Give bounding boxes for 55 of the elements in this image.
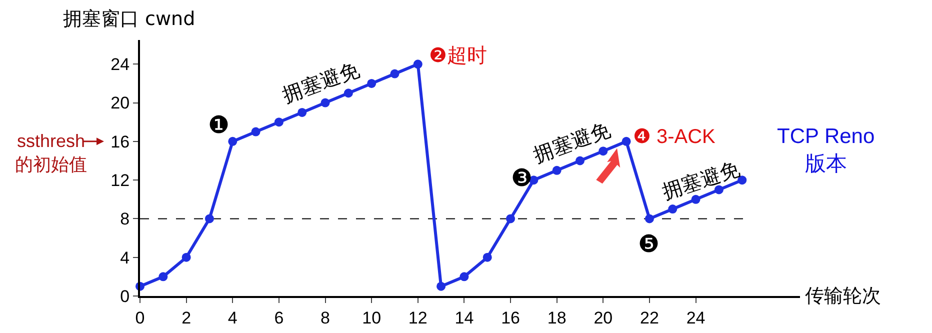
annotation: 拥塞避免 xyxy=(279,58,362,108)
annotation: 拥塞避免 xyxy=(659,157,743,204)
x-tick-label: 4 xyxy=(228,308,238,328)
annotation: ❹ 3-ACK xyxy=(633,126,716,148)
point xyxy=(691,194,700,204)
annotation: 拥塞避免 xyxy=(530,118,614,167)
point xyxy=(552,166,562,175)
x-tick-label: 10 xyxy=(362,308,382,328)
point xyxy=(182,252,191,262)
annotation: ❺ xyxy=(638,231,660,258)
x-tick-label: 0 xyxy=(135,308,145,328)
point xyxy=(668,204,678,214)
point xyxy=(298,108,307,117)
x-tick-label: 8 xyxy=(320,308,330,328)
y-tick-label: 4 xyxy=(120,248,130,268)
x-tick-label: 12 xyxy=(408,308,428,328)
point xyxy=(158,272,168,282)
y-tick-label: 0 xyxy=(120,286,130,306)
x-tick-label: 6 xyxy=(274,308,284,328)
text: ssthresh 的初始值 xyxy=(15,131,87,174)
point xyxy=(204,214,214,224)
point xyxy=(367,78,376,88)
y-tick-label: 20 xyxy=(110,94,130,113)
point xyxy=(622,136,631,146)
annotation: ❶ xyxy=(208,112,230,139)
x-tick-label: 14 xyxy=(454,308,474,328)
point xyxy=(274,118,284,127)
x-tick-label: 2 xyxy=(182,308,192,328)
point xyxy=(506,214,516,224)
y-tick-label: 8 xyxy=(120,210,130,229)
y-axis-title: 拥塞窗口 cwnd xyxy=(63,8,196,30)
point xyxy=(413,60,422,69)
x-tick-label: 24 xyxy=(686,308,706,328)
point xyxy=(576,156,584,166)
x-tick-label: 20 xyxy=(594,308,613,328)
x-tick-label: 18 xyxy=(547,308,566,328)
y-tick-label: 24 xyxy=(110,55,130,74)
point xyxy=(436,282,446,291)
point xyxy=(644,214,654,224)
point xyxy=(228,136,238,146)
x-tick-label: 22 xyxy=(640,308,659,328)
y-tick-label: 16 xyxy=(110,132,130,152)
x-tick-label: 16 xyxy=(501,308,520,328)
point xyxy=(320,98,330,108)
annotation: ❷超时 xyxy=(429,45,487,67)
y-tick-label: 12 xyxy=(110,171,130,190)
point xyxy=(598,146,608,156)
point xyxy=(251,127,260,136)
annotation: ❸ xyxy=(511,165,533,192)
point xyxy=(344,88,353,98)
point xyxy=(482,252,492,262)
x-axis-title: 传输轮次 xyxy=(805,285,881,307)
point xyxy=(390,69,400,78)
annotation: TCP Reno 版本 xyxy=(777,125,875,176)
point xyxy=(460,272,469,282)
